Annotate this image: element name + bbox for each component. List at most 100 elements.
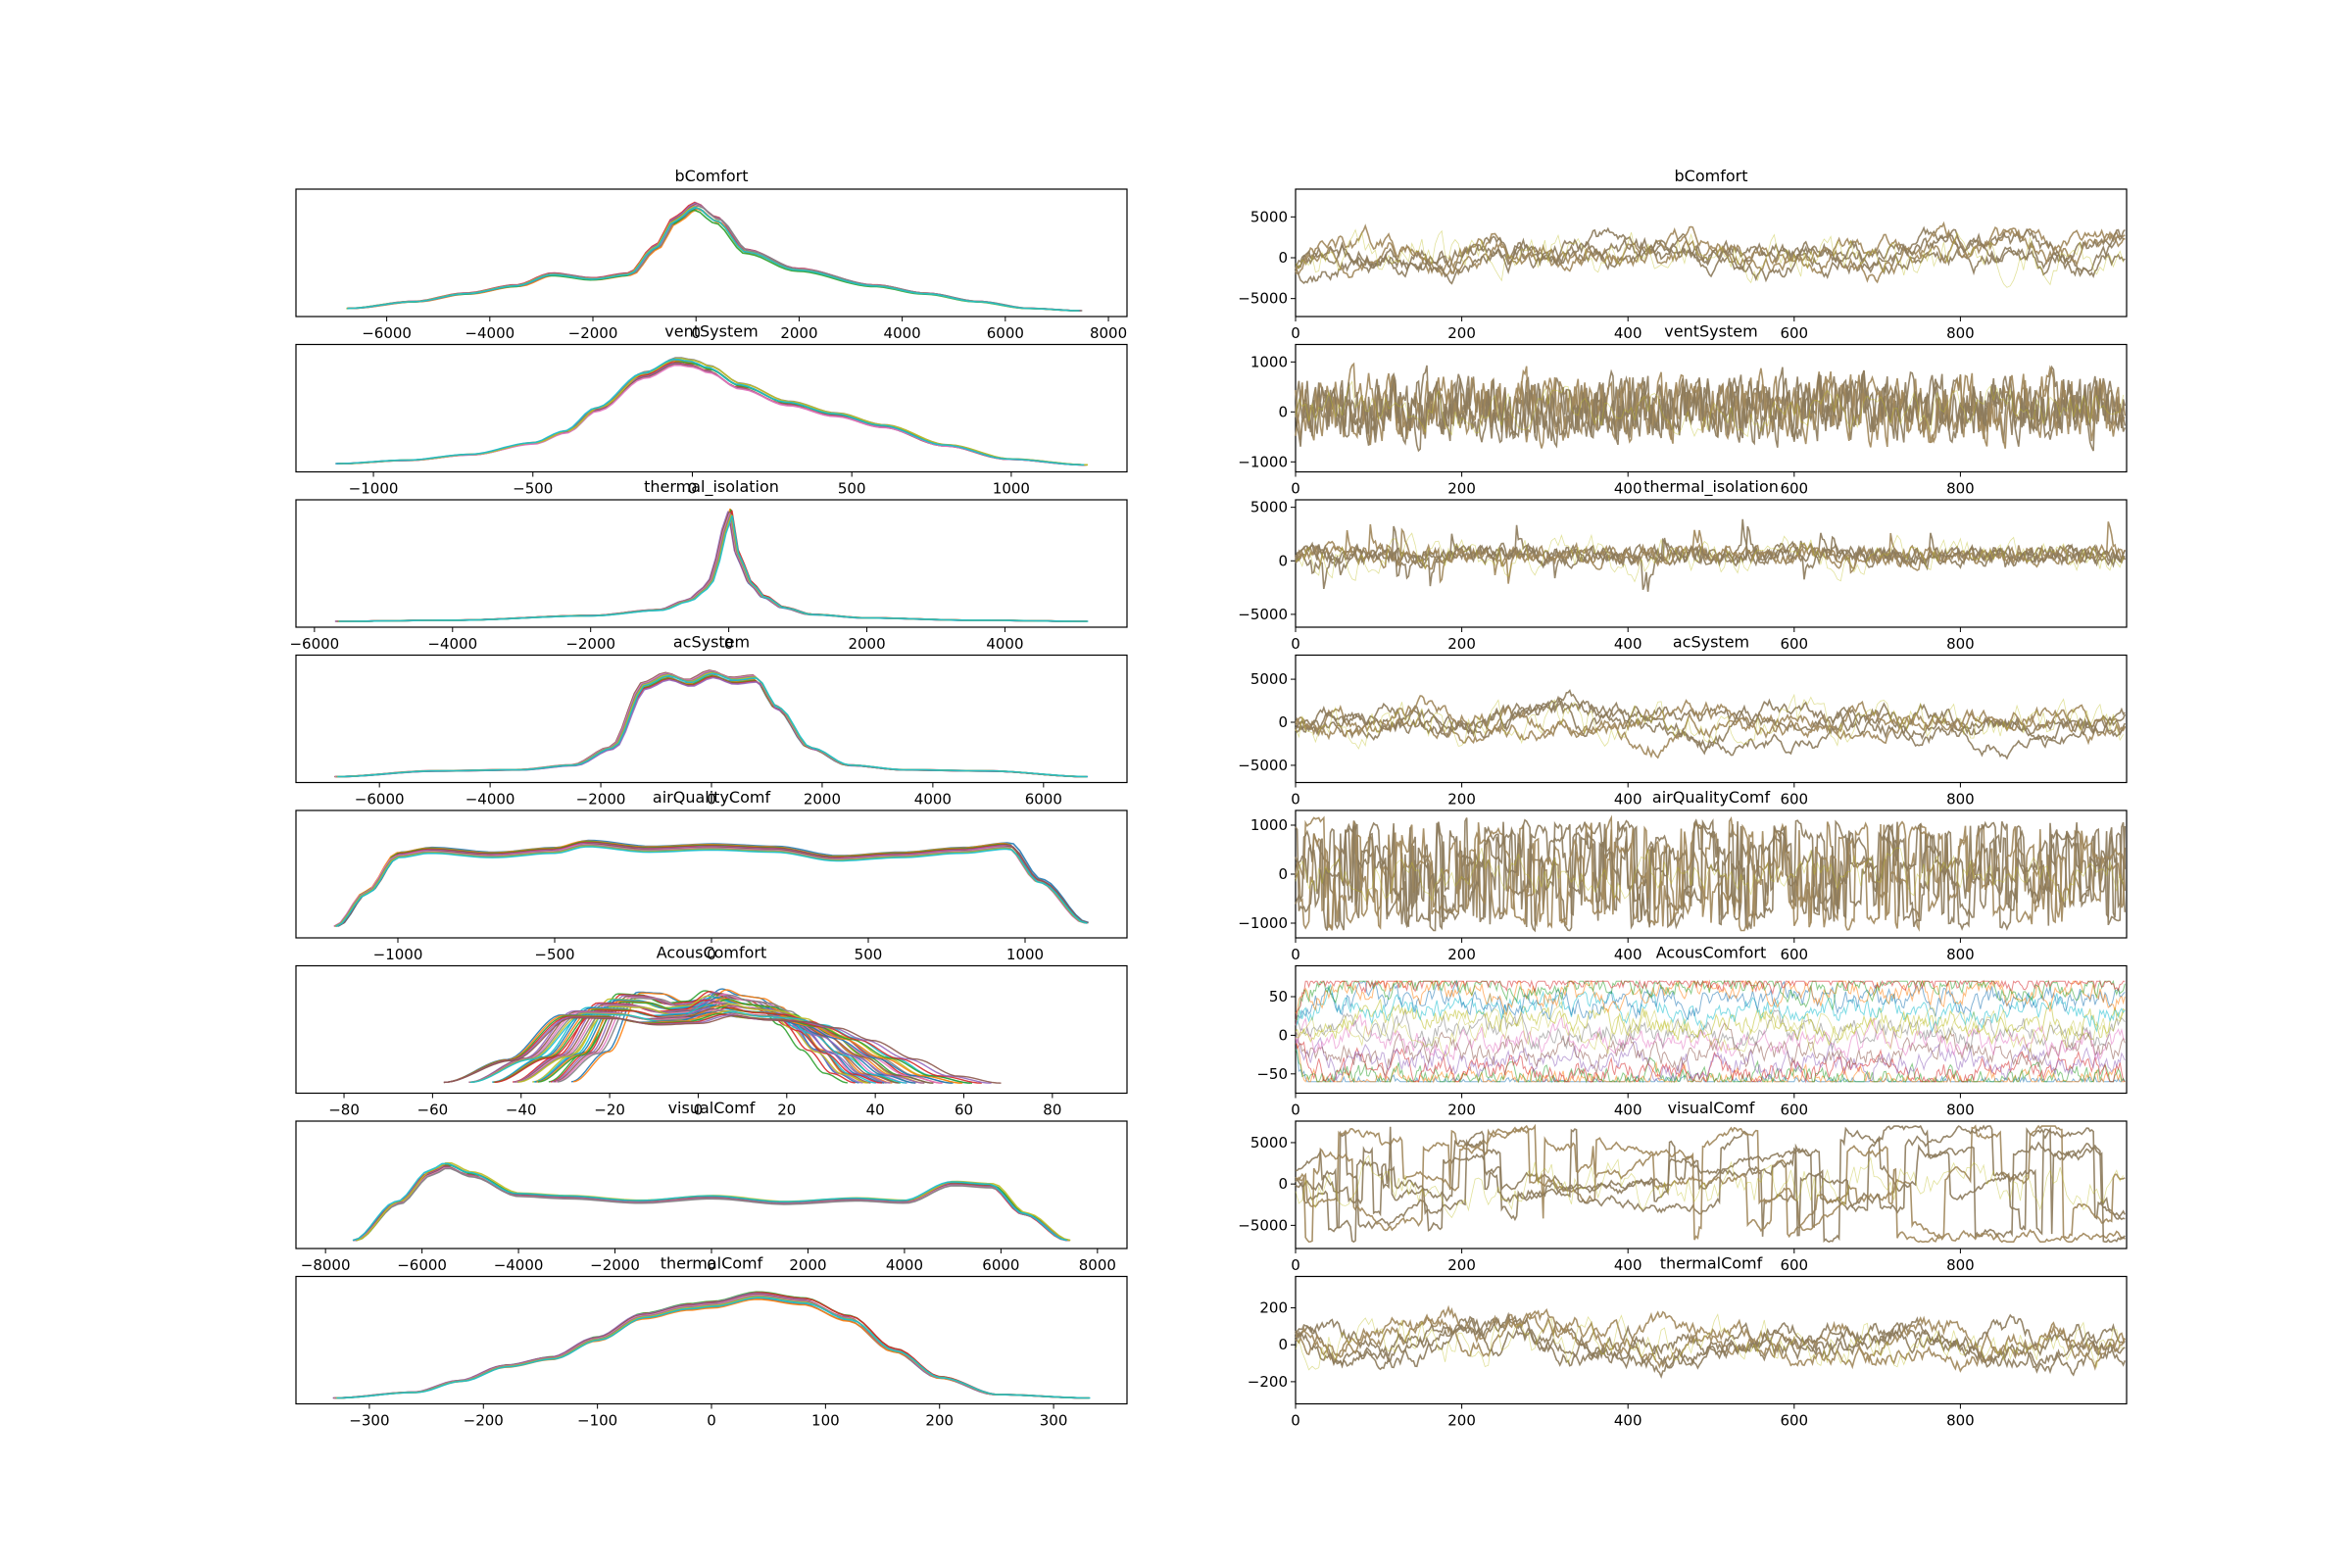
trace-line-airqualitycomf — [1295, 814, 2127, 932]
kde-xtick-label-visualcomf: −4000 — [494, 1256, 544, 1274]
trace-xtick-label-thermal-isolation: 200 — [1447, 635, 1476, 653]
trace-xtick-label-visualcomf: 400 — [1614, 1256, 1642, 1274]
kde-panel-frame-thermal-isolation — [295, 499, 1128, 628]
trace-xtick-label-ventsystem: 200 — [1447, 480, 1476, 498]
kde-line-visualcomf — [356, 1164, 1070, 1242]
trace-title-airqualitycomf: airQualityComf — [1652, 788, 1771, 807]
trace-accent-line-bcomfort — [1295, 228, 2124, 288]
trace-ytick-label-visualcomf: −5000 — [1238, 1216, 1288, 1234]
kde-xtick-label-visualcomf: 6000 — [982, 1256, 1019, 1274]
kde-xtick-label-acouscomfort: −60 — [417, 1102, 449, 1119]
kde-panel-frame-airqualitycomf — [295, 809, 1128, 939]
trace-accent-line-airqualitycomf — [1295, 847, 2124, 903]
kde-line-acsystem — [335, 674, 1086, 778]
kde-xtick-label-ventsystem: −500 — [513, 480, 553, 498]
trace-xtick-label-airqualitycomf: 800 — [1946, 946, 1975, 963]
trace-xtick-label-thermalcomf: 800 — [1946, 1412, 1975, 1430]
kde-xtick-label-bcomfort: 8000 — [1090, 324, 1127, 342]
kde-xtick-label-visualcomf: −6000 — [397, 1256, 447, 1274]
trace-line-acsystem — [1295, 698, 2127, 752]
trace-xtick-label-bcomfort: 200 — [1447, 324, 1476, 342]
trace-ytick-label-acsystem: 0 — [1278, 713, 1288, 731]
kde-line-thermal-isolation — [336, 513, 1086, 622]
trace-ytick-label-ventsystem: 1000 — [1250, 353, 1288, 370]
trace-ytick-label-thermalcomf: −200 — [1248, 1373, 1288, 1391]
kde-xtick-label-airqualitycomf: −500 — [534, 946, 574, 963]
kde-xtick-label-airqualitycomf: 0 — [707, 946, 716, 963]
trace-xtick-label-airqualitycomf: 600 — [1780, 946, 1808, 963]
trace-line-visualcomf — [1295, 1124, 2126, 1244]
trace-ytick-label-visualcomf: 5000 — [1250, 1134, 1288, 1152]
kde-title-ventsystem: ventSystem — [664, 322, 758, 341]
trace-xtick-label-thermalcomf: 600 — [1780, 1412, 1808, 1430]
kde-xtick-label-bcomfort: 2000 — [780, 324, 817, 342]
kde-xtick-label-acouscomfort: −20 — [594, 1102, 625, 1119]
kde-line-acsystem — [334, 669, 1085, 778]
trace-xtick-label-acouscomfort: 0 — [1291, 1102, 1300, 1119]
kde-line-acouscomfort — [468, 1007, 934, 1084]
trace-line-airqualitycomf — [1295, 821, 2127, 932]
kde-title-thermal-isolation: thermal_isolation — [644, 477, 779, 497]
trace-xtick-label-thermal-isolation: 0 — [1291, 635, 1300, 653]
kde-xtick-label-bcomfort: −2000 — [568, 324, 618, 342]
trace-line-visualcomf — [1295, 1124, 2127, 1237]
kde-xtick-label-acouscomfort: 20 — [777, 1102, 796, 1119]
kde-xtick-label-acouscomfort: −80 — [328, 1102, 360, 1119]
trace-xtick-label-ventsystem: 400 — [1614, 480, 1642, 498]
kde-line-airqualitycomf — [337, 843, 1089, 927]
kde-xtick-label-airqualitycomf: −1000 — [373, 946, 423, 963]
kde-title-acsystem: acSystem — [673, 633, 750, 652]
trace-xtick-label-visualcomf: 0 — [1291, 1256, 1300, 1274]
trace-xtick-label-thermalcomf: 0 — [1291, 1412, 1300, 1430]
kde-line-airqualitycomf — [335, 841, 1087, 927]
kde-xtick-label-visualcomf: 4000 — [886, 1256, 923, 1274]
kde-line-acsystem — [335, 670, 1087, 778]
kde-line-bcomfort — [350, 208, 1082, 312]
trace-ytick-label-thermalcomf: 200 — [1259, 1299, 1288, 1317]
trace-ytick-label-thermal-isolation: 0 — [1278, 552, 1288, 569]
trace-line-acsystem — [1295, 688, 2127, 760]
kde-line-acouscomfort — [443, 1014, 1002, 1084]
kde-xtick-label-ventsystem: −1000 — [349, 480, 399, 498]
kde-line-acsystem — [337, 675, 1088, 778]
kde-line-visualcomf — [354, 1163, 1069, 1242]
trace-title-bcomfort: bComfort — [1675, 167, 1748, 185]
kde-line-ventsystem — [335, 358, 1085, 466]
trace-xtick-label-thermal-isolation: 800 — [1946, 635, 1975, 653]
kde-line-acsystem — [336, 674, 1087, 778]
trace-xtick-label-visualcomf: 200 — [1447, 1256, 1476, 1274]
trace-ytick-label-airqualitycomf: 0 — [1278, 865, 1288, 883]
kde-line-acouscomfort — [492, 1004, 907, 1084]
kde-xtick-label-acsystem: 4000 — [914, 791, 952, 808]
kde-panel-frame-ventsystem — [295, 343, 1128, 473]
kde-line-acouscomfort — [444, 1012, 963, 1084]
trace-line-acouscomfort — [1295, 979, 2126, 1025]
kde-xtick-label-acsystem: 2000 — [804, 791, 841, 808]
kde-line-airqualitycomf — [333, 843, 1086, 927]
kde-xtick-label-bcomfort: 4000 — [884, 324, 921, 342]
trace-accent-line-thermal-isolation — [1295, 532, 2124, 583]
kde-line-acouscomfort — [443, 1013, 992, 1084]
trace-xtick-label-bcomfort: 800 — [1946, 324, 1975, 342]
kde-line-airqualitycomf — [334, 844, 1086, 928]
kde-xtick-label-thermalcomf: 0 — [707, 1412, 716, 1430]
kde-xtick-label-acsystem: 0 — [707, 791, 716, 808]
trace-line-acouscomfort — [1295, 999, 2126, 1047]
trace-xtick-label-thermal-isolation: 600 — [1780, 635, 1808, 653]
kde-line-acouscomfort — [513, 999, 883, 1084]
trace-ytick-label-bcomfort: −5000 — [1238, 290, 1288, 308]
kde-title-bcomfort: bComfort — [675, 167, 749, 185]
kde-line-thermal-isolation — [337, 509, 1087, 622]
kde-xtick-label-acsystem: −6000 — [355, 791, 405, 808]
kde-line-acouscomfort — [443, 1011, 954, 1084]
trace-xtick-label-airqualitycomf: 0 — [1291, 946, 1300, 963]
kde-xtick-label-thermalcomf: −200 — [464, 1412, 504, 1430]
kde-line-bcomfort — [347, 206, 1080, 312]
trace-title-thermalcomf: thermalComf — [1660, 1254, 1763, 1273]
trace-panel-frame-acouscomfort — [1295, 964, 2128, 1095]
trace-line-visualcomf — [1295, 1126, 2126, 1244]
trace-xtick-label-bcomfort: 0 — [1291, 324, 1300, 342]
trace-accent-line-acsystem — [1295, 693, 2124, 750]
kde-xtick-label-thermalcomf: −300 — [349, 1412, 389, 1430]
